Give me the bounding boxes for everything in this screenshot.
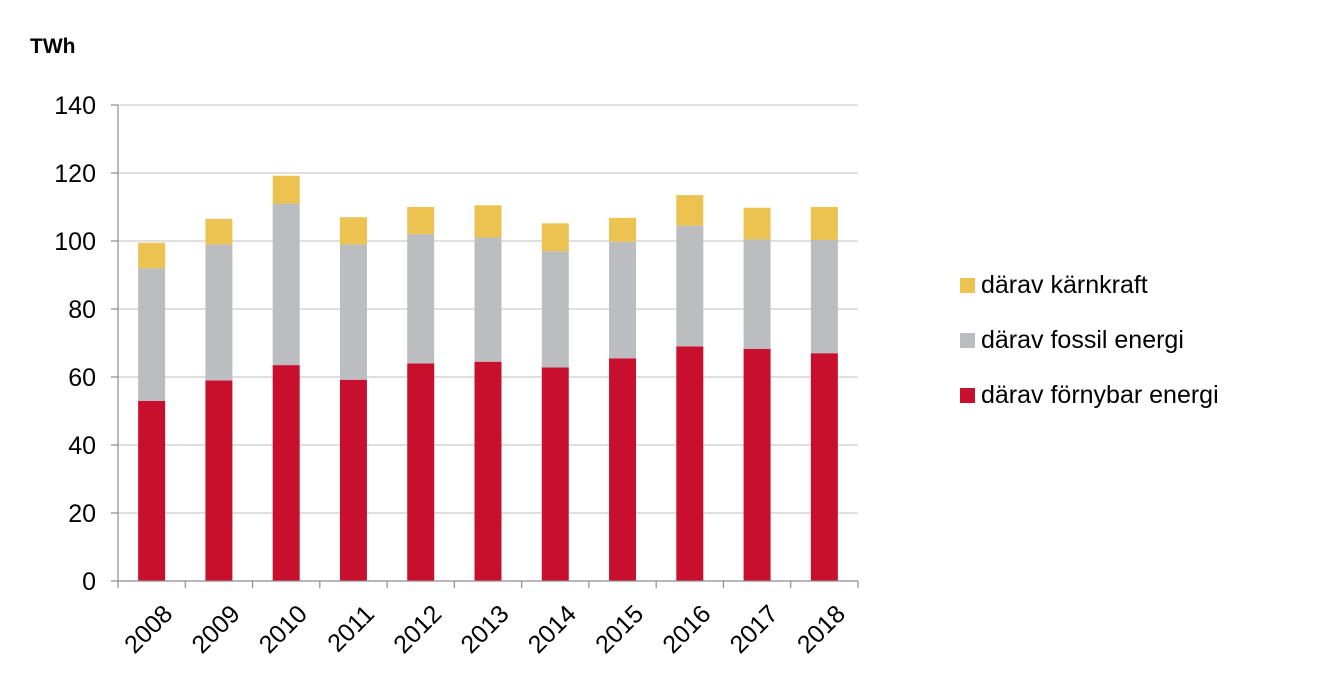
y-axis-tick-labels: 0 20 40 60 80 100 120 140 xyxy=(54,92,96,596)
bar-2012-series-1 xyxy=(407,234,435,364)
bar-2018-series-2 xyxy=(810,207,838,240)
bar-2011-series-2 xyxy=(339,217,367,245)
axes xyxy=(111,104,859,588)
bar-2011-series-0 xyxy=(339,379,367,581)
bar-2011-series-1 xyxy=(339,244,367,380)
x-tick-label-2014: 2014 xyxy=(523,600,582,659)
bar-2010-series-2 xyxy=(272,175,300,204)
bar-2012-series-2 xyxy=(407,207,435,235)
y-tick-label-40: 40 xyxy=(68,432,96,460)
bar-2013-series-1 xyxy=(474,237,502,362)
bars xyxy=(138,175,838,581)
bar-2010-series-1 xyxy=(272,203,300,366)
bar-2014-series-0 xyxy=(541,367,569,581)
y-tick-label-60: 60 xyxy=(68,364,96,392)
bar-2009-series-1 xyxy=(205,244,233,381)
legend-swatch-0 xyxy=(960,388,975,403)
x-tick-label-2013: 2013 xyxy=(455,600,514,659)
bar-2013-series-2 xyxy=(474,205,502,238)
y-tick-label-20: 20 xyxy=(68,500,96,528)
y-tick-label-140: 140 xyxy=(54,92,96,120)
y-axis-unit-label: TWh xyxy=(30,35,75,58)
bar-2016-series-1 xyxy=(676,225,704,347)
bar-2015-series-0 xyxy=(609,358,637,581)
bar-2010-series-0 xyxy=(272,365,300,581)
bar-2018-series-1 xyxy=(810,239,838,354)
bar-2017-series-0 xyxy=(743,348,771,581)
bar-2015-series-1 xyxy=(609,241,637,359)
bar-2017-series-2 xyxy=(743,207,771,240)
bar-2014-series-1 xyxy=(541,251,569,368)
x-axis-tick-labels: 2008 2009 2010 2011 2012 2013 2014 2015 2016 2017… xyxy=(119,600,851,659)
x-tick-label-2009: 2009 xyxy=(186,600,245,659)
legend: därav kärnkraft därav fossil energi därav … xyxy=(960,271,1219,409)
bar-2008-series-2 xyxy=(138,242,166,269)
legend-swatch-2 xyxy=(960,278,975,293)
bar-2015-series-2 xyxy=(609,217,637,242)
y-tick-label-120: 120 xyxy=(54,160,96,188)
x-tick-label-2008: 2008 xyxy=(119,600,178,659)
legend-swatch-1 xyxy=(960,333,975,348)
legend-label-0: därav förnybar energi xyxy=(981,381,1219,409)
x-tick-label-2012: 2012 xyxy=(388,600,447,659)
x-tick-label-2016: 2016 xyxy=(657,600,716,659)
y-tick-label-0: 0 xyxy=(82,568,96,596)
x-tick-label-2011: 2011 xyxy=(322,600,380,658)
legend-label-2: därav kärnkraft xyxy=(981,271,1148,299)
bar-2009-series-2 xyxy=(205,218,233,245)
bar-2009-series-0 xyxy=(205,380,233,581)
bar-2012-series-0 xyxy=(407,363,435,581)
bar-2017-series-1 xyxy=(743,239,771,349)
bar-2008-series-0 xyxy=(138,400,166,581)
bar-2008-series-1 xyxy=(138,268,166,401)
x-tick-label-2017: 2017 xyxy=(725,600,784,659)
bar-2014-series-2 xyxy=(541,223,569,252)
y-tick-label-80: 80 xyxy=(68,296,96,324)
bar-2018-series-0 xyxy=(810,353,838,581)
y-tick-label-100: 100 xyxy=(54,228,96,256)
bar-2013-series-0 xyxy=(474,361,502,581)
bar-2016-series-0 xyxy=(676,346,704,581)
bar-2016-series-2 xyxy=(676,195,704,226)
x-tick-label-2015: 2015 xyxy=(590,600,649,659)
x-tick-label-2018: 2018 xyxy=(792,600,851,659)
x-tick-label-2010: 2010 xyxy=(254,600,313,659)
legend-label-1: därav fossil energi xyxy=(981,326,1184,354)
